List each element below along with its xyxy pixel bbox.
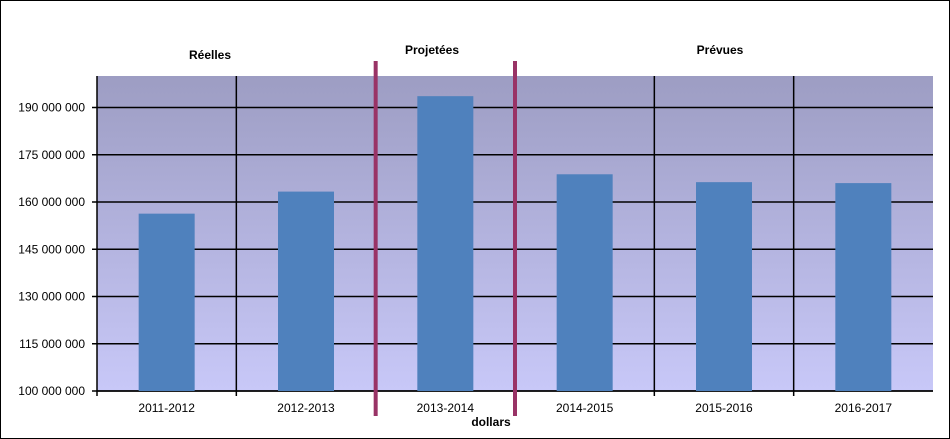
x-tick-label: 2016-2017 (835, 401, 893, 415)
y-tick-label: 145 000 000 (18, 242, 85, 256)
bar-2013-2014 (417, 96, 474, 391)
bar-2011-2012 (138, 213, 195, 391)
y-tick-label: 130 000 000 (18, 290, 85, 304)
bar-2012-2013 (278, 191, 334, 391)
x-tick-label: 2012-2013 (277, 401, 335, 415)
x-axis-label: dollars (471, 415, 511, 429)
y-tick-label: 100 000 000 (18, 384, 85, 398)
y-tick-label: 115 000 000 (19, 337, 85, 351)
y-tick-label: 190 000 000 (18, 101, 85, 115)
x-tick-label: 2014-2015 (556, 401, 614, 415)
x-tick-label: 2013-2014 (417, 401, 475, 415)
bar-2015-2016 (696, 182, 752, 391)
x-tick-label: 2011-2012 (138, 401, 195, 415)
x-tick-label: 2015-2016 (695, 401, 753, 415)
section-label: Projetées (405, 43, 459, 57)
y-tick-label: 160 000 000 (18, 195, 85, 209)
bar-2014-2015 (556, 174, 613, 391)
section-label: Prévues (697, 43, 744, 57)
y-tick-label: 175 000 000 (18, 148, 85, 162)
section-label: Réelles (189, 48, 231, 62)
bar-2016-2017 (835, 183, 892, 391)
